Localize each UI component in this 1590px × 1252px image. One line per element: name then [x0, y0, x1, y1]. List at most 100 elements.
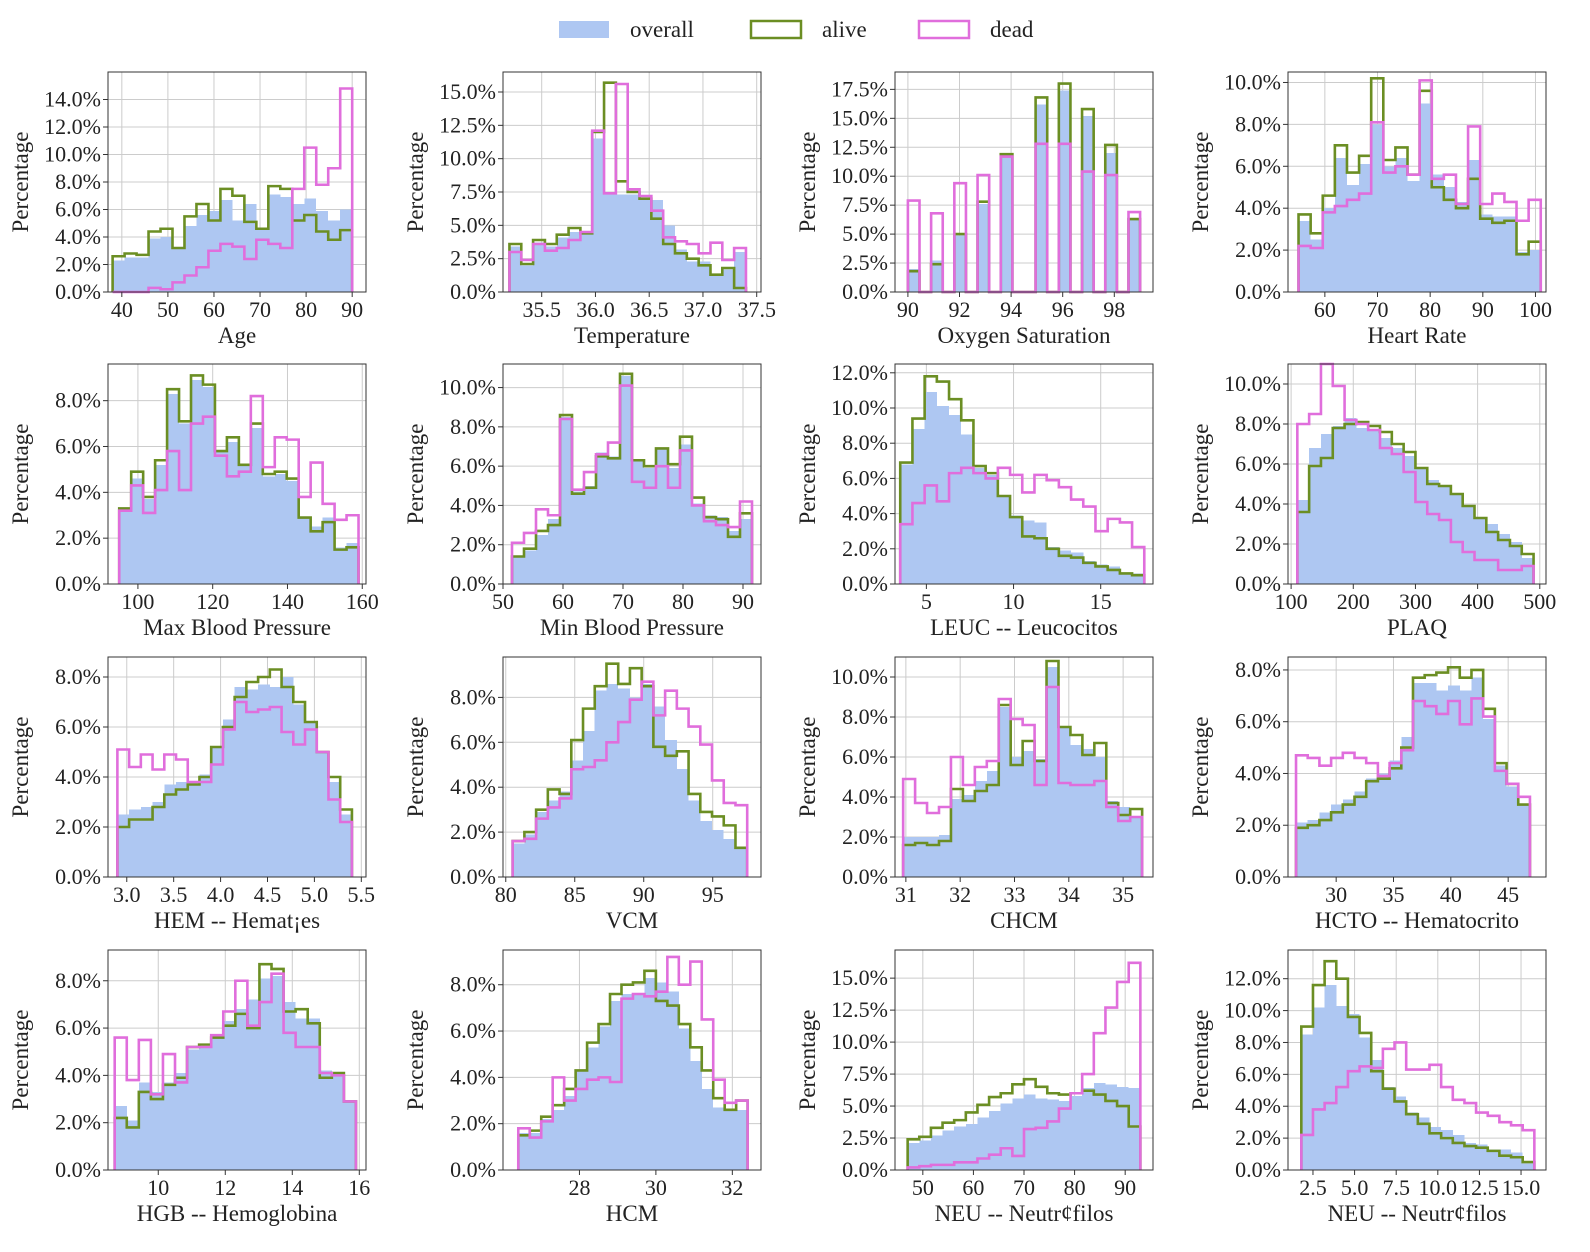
- chart-3-x-tick-label: 98: [1103, 297, 1125, 322]
- chart-6-min-blood-pressure: 50 60 70 80 90 0.0% 2.0% 4.0% 6.0% 8.0% 10.0% Min B…: [403, 363, 762, 640]
- chart-11-bar-overall-2: [927, 837, 939, 877]
- chart-6-bar-overall-5: [572, 491, 584, 584]
- chart-6-x-tick-label: 70: [612, 589, 634, 614]
- chart-5-bar-overall-19: [346, 542, 359, 584]
- chart-10-vcm: 80 85 90 95 0.0% 2.0% 4.0% 6.0% 8.0% VCM Percentag…: [403, 656, 762, 933]
- chart-3-x-tick-label: 92: [949, 297, 971, 322]
- chart-13-bar-overall-10: [235, 1009, 248, 1170]
- chart-1-bar-overall-4: [160, 237, 173, 292]
- chart-5-bar-overall-14: [286, 480, 299, 584]
- chart-14-frame: [502, 949, 762, 1171]
- chart-9-y-tick-label: 6.0%: [55, 714, 101, 739]
- chart-12-bar-overall-4: [1342, 799, 1355, 877]
- chart-12-bar-overall-6: [1366, 778, 1378, 877]
- chart-12-x-tick-label: 35: [1382, 882, 1404, 907]
- chart-4-y-tick-label: 0.0%: [1235, 279, 1281, 304]
- chart-6-bar-overall-19: [740, 519, 752, 584]
- chart-2-y-axis-label: Percentage: [403, 132, 428, 233]
- chart-7-bar-overall-6: [973, 467, 986, 584]
- chart-5-y-axis-label: Percentage: [8, 424, 33, 525]
- chart-3-x-tick-label: 94: [1000, 297, 1022, 322]
- chart-6-frame: [502, 363, 762, 585]
- chart-7-bar-overall-18: [1119, 573, 1133, 584]
- chart-1-x-tick-label: 90: [341, 297, 363, 322]
- chart-7-bar-overall-1: [912, 429, 925, 584]
- chart-12-x-tick-label: 40: [1440, 882, 1462, 907]
- chart-16-series-dead-step: [1300, 1041, 1536, 1170]
- chart-1-bar-overall-7: [196, 215, 209, 292]
- chart-1-y-tick-label: 4.0%: [55, 224, 101, 249]
- chart-5-bar-overall-1: [131, 478, 144, 584]
- chart-8-bar-overall-4: [1344, 418, 1357, 584]
- chart-8-bar-overall-0: [1297, 500, 1310, 584]
- legend: overall alive dead: [559, 17, 1034, 42]
- chart-10-bar-overall-6: [583, 731, 595, 877]
- chart-3-bar-overall-13: [1058, 90, 1071, 293]
- chart-5-bar-overall-15: [298, 517, 311, 584]
- chart-4-bar-overall-12: [1443, 187, 1456, 292]
- chart-7-bar-overall-19: [1132, 573, 1145, 584]
- chart-16-y-tick-label: 12.0%: [1224, 966, 1281, 991]
- chart-9-bar-overall-16: [305, 722, 317, 877]
- chart-10-bar-overall-4: [559, 791, 572, 877]
- chart-15-bar-overall-7: [989, 1111, 1001, 1170]
- chart-1-bar-overall-9: [220, 199, 233, 292]
- chart-9-bar-overall-12: [258, 684, 270, 877]
- chart-16-frame: [1287, 949, 1547, 1171]
- chart-7-y-tick-label: 6.0%: [842, 465, 888, 490]
- chart-12-series-dead-step: [1294, 697, 1532, 877]
- chart-7-y-tick-label: 10.0%: [831, 395, 888, 420]
- chart-9-y-tick-label: 2.0%: [55, 814, 101, 839]
- chart-16-bar-overall-4: [1347, 1013, 1360, 1170]
- chart-11-bar-overall-15: [1082, 749, 1095, 877]
- chart-10-bar-overall-14: [676, 769, 689, 877]
- chart-2-x-tick-label: 36.5: [630, 297, 669, 322]
- chart-13-series-alive-step: [113, 962, 358, 1170]
- chart-3-bar-overall-2: [931, 260, 943, 292]
- chart-15-bar-overall-18: [1117, 1086, 1129, 1170]
- chart-8-bar-overall-10: [1415, 468, 1428, 584]
- chart-8-bar-overall-15: [1474, 518, 1487, 584]
- chart-3-y-tick-label: 2.5%: [842, 250, 888, 275]
- chart-16-bar-overall-10: [1417, 1117, 1430, 1170]
- chart-13-frame: [107, 949, 367, 1171]
- chart-10-y-tick-label: 2.0%: [450, 819, 496, 844]
- chart-11-x-tick-label: 33: [1003, 882, 1025, 907]
- chart-9-bar-overall-0: [117, 814, 130, 877]
- chart-1-bar-overall-0: [112, 260, 125, 292]
- chart-2-bar-overall-17: [710, 273, 723, 292]
- chart-2-y-tick-label: 5.0%: [450, 212, 496, 237]
- chart-13-bar-overall-8: [211, 1035, 224, 1170]
- chart-14-bar-overall-17: [713, 1107, 725, 1170]
- chart-5-x-tick-label: 160: [346, 589, 379, 614]
- chart-15-bar-overall-12: [1047, 1099, 1059, 1170]
- chart-11-chcm: 31 32 33 34 35 0.0% 2.0% 4.0% 6.0% 8.0% 10.0% CHCM P…: [795, 656, 1154, 933]
- chart-9-bar-overall-1: [129, 809, 141, 877]
- chart-12-y-tick-label: 6.0%: [1235, 709, 1281, 734]
- chart-11-y-tick-label: 10.0%: [831, 664, 888, 689]
- chart-16-bar-overall-12: [1441, 1130, 1453, 1170]
- chart-2-bar-overall-6: [580, 234, 593, 292]
- chart-16-bar-overall-17: [1499, 1149, 1512, 1170]
- chart-11-x-tick-label: 32: [949, 882, 971, 907]
- chart-12-bar-overall-17: [1494, 765, 1507, 877]
- chart-15-bar-overall-3: [942, 1130, 955, 1170]
- chart-15-y-axis-label: Percentage: [795, 1010, 820, 1111]
- chart-8-bar-overall-18: [1509, 542, 1522, 584]
- chart-16-bar-overall-16: [1487, 1149, 1500, 1170]
- chart-9-x-tick-label: 3.5: [160, 882, 188, 907]
- chart-9-frame: [107, 656, 367, 878]
- chart-3-y-tick-label: 12.5%: [831, 134, 888, 159]
- legend-label-alive: alive: [822, 17, 867, 42]
- chart-5-bar-overall-9: [226, 441, 239, 584]
- chart-14-bar-overall-2: [541, 1119, 553, 1170]
- chart-12-bar-overall-2: [1319, 812, 1332, 877]
- chart-1-bar-overall-18: [328, 220, 341, 292]
- chart-9-bar-overall-18: [328, 782, 341, 877]
- chart-11-series-alive-step: [901, 659, 1144, 877]
- chart-4-y-tick-label: 8.0%: [1235, 111, 1281, 136]
- chart-14-y-axis-label: Percentage: [403, 1010, 428, 1111]
- chart-1-y-tick-label: 2.0%: [55, 252, 101, 277]
- chart-16-bar-overall-5: [1359, 1037, 1372, 1170]
- chart-13-bar-overall-12: [259, 978, 272, 1170]
